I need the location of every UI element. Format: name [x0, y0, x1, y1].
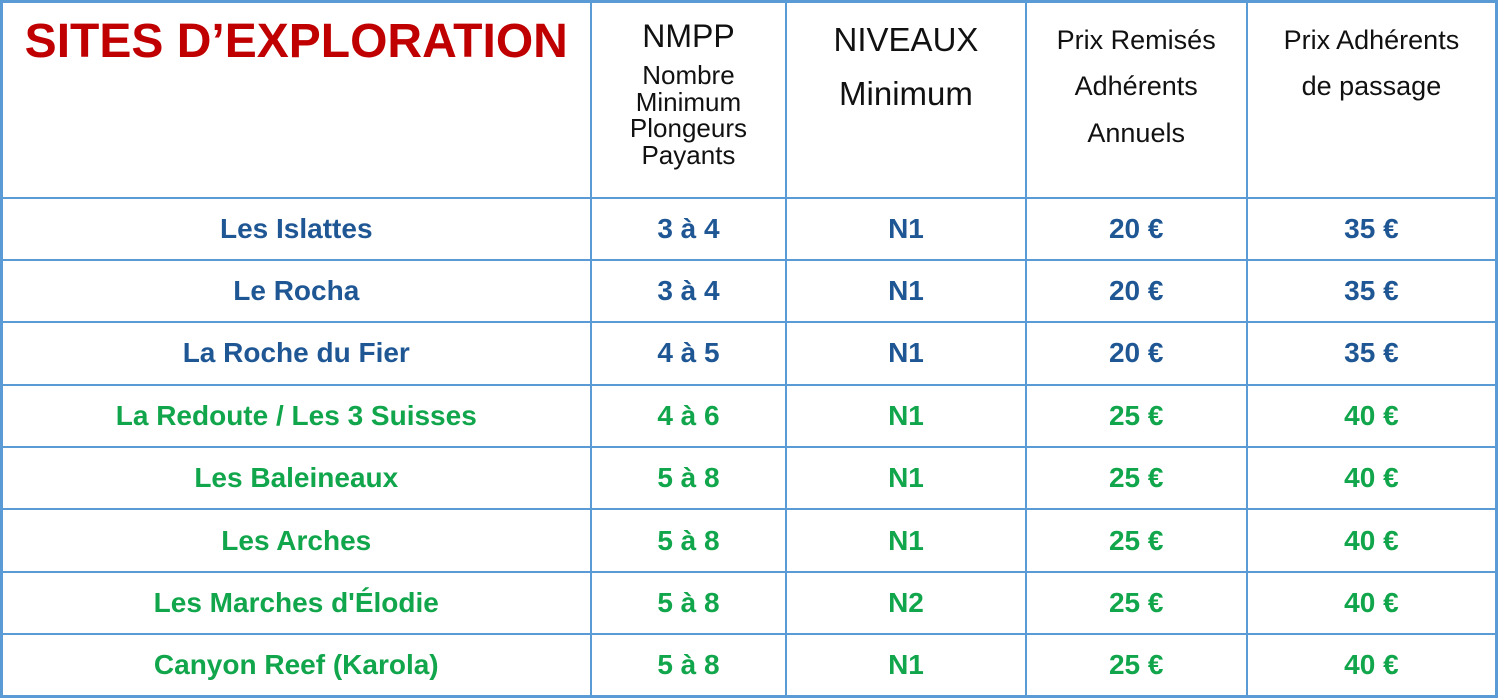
prix-passage-line: de passage — [1301, 71, 1442, 102]
table-row: Les Arches 5 à 8 N1 25 € 40 € — [0, 508, 1498, 573]
prix-passage-cell: 40 € — [1245, 445, 1498, 511]
niveau-cell: N1 — [785, 383, 1027, 449]
prix-passage-cell: 40 € — [1245, 570, 1498, 636]
header-row: SITES D’EXPLORATION NMPP Nombre Minimum … — [0, 0, 1498, 199]
site-cell: Les Baleineaux — [0, 445, 592, 511]
nmpp-cell: 5 à 8 — [589, 570, 788, 636]
table-row: Les Baleineaux 5 à 8 N1 25 € 40 € — [0, 445, 1498, 511]
prix-remise-cell: 25 € — [1024, 633, 1248, 698]
nmpp-cell: 5 à 8 — [589, 633, 788, 698]
page-title: SITES D’EXPLORATION — [24, 15, 568, 68]
site-cell: La Redoute / Les 3 Suisses — [0, 383, 592, 449]
nmpp-cell: 4 à 5 — [589, 321, 788, 386]
column-header-niveaux: NIVEAUX Minimum — [785, 0, 1027, 199]
prix-remise-cell: 20 € — [1024, 258, 1248, 324]
prix-remise-cell: 20 € — [1024, 321, 1248, 386]
prix-remise-cell: 25 € — [1024, 445, 1248, 511]
column-header-prix-remises: Prix Remisés Adhérents Annuels — [1024, 0, 1248, 199]
nmpp-cell: 3 à 4 — [589, 258, 788, 324]
table-row: Canyon Reef (Karola) 5 à 8 N1 25 € 40 € — [0, 633, 1498, 698]
nmpp-header-main: NMPP — [642, 18, 735, 54]
nmpp-sub-line: Nombre — [642, 60, 735, 91]
nmpp-header-sub: Nombre Minimum Plongeurs Payants — [593, 54, 785, 170]
nmpp-sub-line: Minimum — [635, 86, 742, 117]
table-row: Les Marches d'Élodie 5 à 8 N2 25 € 40 € — [0, 570, 1498, 636]
prix-remises-line: Annuels — [1087, 117, 1185, 148]
column-header-nmpp: NMPP Nombre Minimum Plongeurs Payants — [589, 0, 788, 199]
table-row: Les Islattes 3 à 4 N1 20 € 35 € — [0, 196, 1498, 261]
nmpp-sub-line: Plongeurs — [629, 113, 747, 144]
niveau-cell: N1 — [785, 258, 1027, 324]
table-row: La Roche du Fier 4 à 5 N1 20 € 35 € — [0, 321, 1498, 386]
niveaux-header-main: NIVEAUX — [833, 21, 979, 58]
nmpp-cell: 5 à 8 — [589, 508, 788, 573]
niveau-cell: N1 — [785, 445, 1027, 511]
prix-remises-line: Prix Remisés — [1056, 25, 1216, 55]
prix-remises-header: Prix Remisés Adhérents Annuels — [1028, 4, 1245, 157]
prix-passage-cell: 35 € — [1245, 321, 1498, 386]
niveau-cell: N2 — [785, 570, 1027, 636]
table-row: La Redoute / Les 3 Suisses 4 à 6 N1 25 €… — [0, 383, 1498, 449]
table-row: Le Rocha 3 à 4 N1 20 € 35 € — [0, 258, 1498, 324]
prix-passage-cell: 40 € — [1245, 383, 1498, 449]
site-cell: La Roche du Fier — [0, 321, 592, 386]
nmpp-cell: 4 à 6 — [589, 383, 788, 449]
prix-passage-header: Prix Adhérents de passage — [1249, 4, 1495, 110]
prix-remises-line: Adhérents — [1074, 71, 1198, 102]
site-cell: Les Marches d'Élodie — [0, 570, 592, 636]
column-header-prix-passage: Prix Adhérents de passage — [1245, 0, 1498, 199]
niveaux-header-sub: Minimum — [839, 75, 973, 112]
niveau-cell: N1 — [785, 196, 1027, 261]
niveau-cell: N1 — [785, 508, 1027, 573]
title-cell: SITES D’EXPLORATION — [0, 0, 592, 199]
site-cell: Les Arches — [0, 508, 592, 573]
prix-passage-cell: 40 € — [1245, 508, 1498, 573]
site-cell: Canyon Reef (Karola) — [0, 633, 592, 698]
niveau-cell: N1 — [785, 633, 1027, 698]
prix-passage-cell: 35 € — [1245, 196, 1498, 261]
niveau-cell: N1 — [785, 321, 1027, 386]
site-cell: Le Rocha — [0, 258, 592, 324]
nmpp-cell: 5 à 8 — [589, 445, 788, 511]
prix-remise-cell: 20 € — [1024, 196, 1248, 261]
prix-passage-cell: 40 € — [1245, 633, 1498, 698]
site-cell: Les Islattes — [0, 196, 592, 261]
prix-remise-cell: 25 € — [1024, 508, 1248, 573]
prix-remise-cell: 25 € — [1024, 570, 1248, 636]
nmpp-cell: 3 à 4 — [589, 196, 788, 261]
prix-passage-line: Prix Adhérents — [1283, 25, 1460, 55]
prix-passage-cell: 35 € — [1245, 258, 1498, 324]
nmpp-sub-line: Payants — [641, 139, 736, 170]
prix-remise-cell: 25 € — [1024, 383, 1248, 449]
